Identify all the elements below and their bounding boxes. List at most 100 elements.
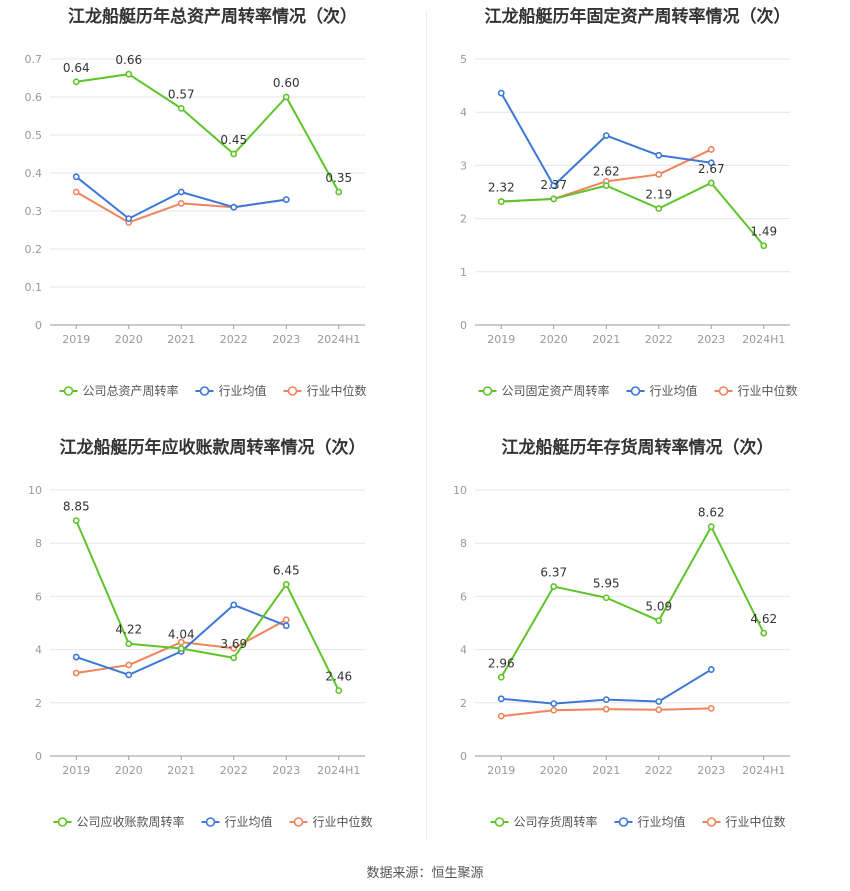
legend-item-company: 公司总资产周转率: [59, 383, 179, 398]
legend-swatch-marker: [618, 817, 629, 827]
data-point-industry-median: [72, 669, 80, 677]
legend: 公司应收账款周转率 行业均值 行业中位数: [53, 814, 373, 829]
data-point-company: [72, 517, 80, 524]
data-label: 4.22: [115, 623, 142, 637]
legend-swatch-marker: [199, 386, 210, 396]
series-line-company: [76, 73, 340, 193]
legend-label: 行业中位数: [738, 383, 798, 398]
data-label: 3.69: [220, 637, 247, 651]
data-point-company: [497, 198, 505, 205]
data-point-industry-median: [282, 616, 290, 624]
data-point-company: [655, 205, 663, 212]
series-line-company: [500, 525, 765, 678]
data-point-company: [707, 523, 715, 531]
x-tick-label: 2023: [272, 764, 300, 777]
x-tick-label: 2020: [115, 333, 143, 346]
y-tick-label: 0: [460, 319, 467, 332]
data-label: 5.95: [593, 577, 620, 591]
data-label: 2.46: [325, 670, 352, 684]
y-tick-label: 0: [460, 750, 467, 763]
legend-swatch-marker: [482, 386, 493, 396]
chart-svg: 0 1 2 3 4 5 2019 2020 2021 2022 2023 2024H1 2.32 2.37…: [460, 53, 798, 398]
legend-item-industry-median: 行业中位数: [283, 383, 367, 398]
data-point-industry-average: [550, 700, 558, 707]
data-label: 2.96: [488, 656, 515, 670]
data-point-industry-average: [230, 203, 238, 211]
legend-item-industry-median: 行业中位数: [714, 383, 798, 398]
x-tick-label: 2021: [167, 333, 195, 346]
y-tick-label: 0: [35, 319, 42, 332]
y-tick-label: 0.7: [25, 53, 43, 66]
data-label: 0.66: [115, 53, 142, 67]
data-label: 0.64: [63, 61, 90, 75]
chart-svg: 0 2 4 6 8 10 2019 2020 2021 2022 2023 2024H1 2.96 6.3…: [453, 484, 790, 829]
data-label: 2.67: [698, 162, 725, 176]
legend-swatch-marker: [718, 386, 729, 396]
chart-svg: 0 0.1 0.2 0.3 0.4 0.5 0.6 0.7 2019 2020 2021 2022 20…: [25, 53, 367, 398]
legend: 公司存货周转率 行业均值 行业中位数: [490, 814, 786, 829]
y-tick-label: 3: [460, 159, 467, 172]
data-point-industry-average: [707, 159, 715, 167]
legend-label: 行业均值: [650, 383, 698, 398]
data-point-company: [760, 242, 768, 250]
y-tick-label: 6: [35, 590, 42, 603]
data-point-industry-median: [72, 188, 80, 196]
legend-label: 行业中位数: [313, 814, 373, 829]
x-tick-label: 2024H1: [742, 764, 785, 777]
data-point-industry-median: [655, 171, 663, 178]
data-point-industry-average: [177, 188, 185, 196]
data-point-industry-average: [497, 89, 505, 97]
legend-swatch-marker: [63, 386, 74, 396]
x-tick-label: 2023: [697, 764, 725, 777]
data-point-industry-average: [282, 622, 290, 630]
chart-title: 江龙船艇历年固定资产周转率情况（次）: [484, 7, 791, 27]
chart-title: 江龙船艇历年存货周转率情况（次）: [501, 438, 774, 458]
data-point-industry-average: [72, 653, 80, 661]
data-label: 5.09: [645, 600, 672, 614]
data-point-industry-median: [707, 704, 715, 712]
series-line-industry-average: [75, 176, 287, 220]
y-tick-label: 0.1: [25, 281, 43, 294]
legend-item-industry-average: 行业均值: [201, 814, 273, 829]
data-point-company: [655, 617, 663, 625]
data-point-company: [177, 105, 185, 112]
legend-label: 行业中位数: [726, 814, 786, 829]
legend-label: 公司总资产周转率: [83, 383, 179, 398]
legend-label: 行业均值: [638, 814, 686, 829]
x-tick-label: 2019: [62, 333, 90, 346]
legend-swatch-marker: [287, 386, 298, 396]
data-label: 1.49: [750, 225, 777, 239]
data-label: 6.45: [273, 563, 300, 577]
legend-label: 行业中位数: [307, 383, 367, 398]
legend-swatch-marker: [706, 817, 717, 827]
data-point-company: [177, 645, 185, 652]
x-tick-label: 2023: [697, 333, 725, 346]
data-point-industry-median: [125, 661, 133, 669]
legend-label: 行业均值: [225, 814, 273, 829]
x-tick-label: 2022: [220, 333, 248, 346]
data-point-industry-median: [707, 146, 715, 153]
data-point-industry-median: [230, 644, 238, 652]
data-point-company: [125, 640, 133, 648]
y-tick-label: 2: [460, 697, 467, 710]
data-point-company: [335, 188, 343, 196]
data-point-industry-average: [655, 698, 663, 705]
data-point-industry-average: [602, 696, 610, 704]
y-tick-label: 10: [28, 484, 42, 497]
legend-label: 公司存货周转率: [514, 814, 598, 829]
data-point-industry-average: [497, 695, 505, 703]
data-point-industry-median: [550, 706, 558, 714]
legend-item-company: 公司应收账款周转率: [53, 814, 185, 829]
legend: 公司总资产周转率 行业均值 行业中位数: [59, 383, 367, 398]
x-tick-label: 2020: [115, 764, 143, 777]
legend-swatch-marker: [205, 817, 216, 827]
data-label: 4.62: [750, 612, 777, 626]
data-point-company: [282, 581, 290, 588]
data-point-company: [125, 70, 133, 78]
chart-panel-total-assets-turnover: 江龙船艇历年总资产周转率情况（次） 0 0.1 0.2 0.3 0.4 0.5 0.6 0.7…: [0, 0, 425, 430]
data-label: 2.19: [645, 187, 672, 201]
panel-divider: [426, 10, 427, 840]
y-tick-label: 8: [35, 537, 42, 550]
data-point-company: [72, 78, 80, 86]
legend-label: 公司固定资产周转率: [502, 383, 610, 398]
